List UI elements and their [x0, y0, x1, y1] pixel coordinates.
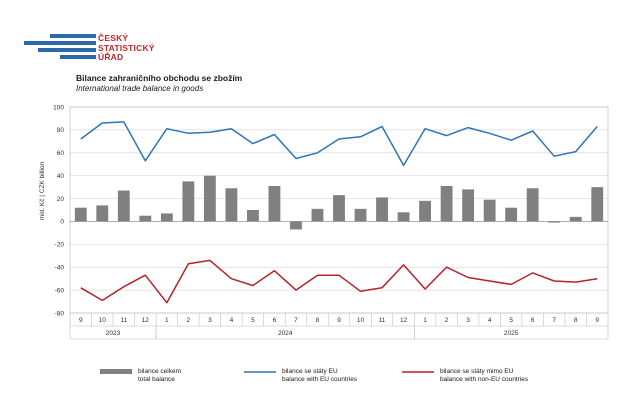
bar-total-balance [548, 221, 561, 223]
bar-total-balance [526, 188, 539, 222]
logo-text: ÚŘAD [98, 52, 124, 62]
x-tick-label: 3 [208, 317, 212, 324]
x-tick-label: 11 [379, 317, 386, 324]
bar-total-balance [311, 208, 324, 222]
bar-total-balance [397, 212, 410, 222]
bar-total-balance [354, 208, 367, 222]
bar-total-balance [74, 207, 87, 222]
bar-total-balance [483, 199, 496, 222]
y-tick-label: -40 [55, 265, 65, 272]
x-tick-label: 6 [273, 317, 277, 324]
y-tick-label: 80 [57, 127, 65, 134]
x-tick-label: 6 [531, 317, 535, 324]
y-tick-label: 100 [53, 104, 64, 111]
year-label: 2024 [278, 330, 293, 337]
line-eu-balance [80, 121, 598, 167]
x-tick-label: 4 [230, 317, 234, 324]
x-tick-label: 9 [337, 317, 341, 324]
legend-total-label: bilance celkem [138, 368, 181, 375]
year-label: 2025 [504, 330, 519, 337]
bar-total-balance [376, 197, 388, 222]
y-tick-label: -80 [55, 310, 65, 317]
legend-non-eu-label-en: balance with non-EU countries [440, 376, 529, 383]
x-tick-label: 10 [99, 317, 107, 324]
bar-total-balance [225, 188, 238, 222]
bar-total-balance [569, 216, 582, 222]
x-tick-label: 2 [445, 317, 449, 324]
logo-stripe [60, 55, 96, 59]
bar-total-balance [268, 185, 281, 222]
y-tick-label: 20 [57, 196, 65, 203]
bar-total-balance [117, 190, 130, 222]
x-tick-label: 8 [574, 317, 578, 324]
y-tick-label: -20 [55, 242, 65, 249]
bar-total-balance [440, 185, 453, 222]
x-tick-label: 7 [294, 317, 298, 324]
bar-total-balance [333, 195, 345, 222]
bar-total-balance [247, 210, 259, 222]
legend-eu-label: bilance se státy EU [282, 368, 338, 375]
legend-non-eu-label: bilance se státy mimo EU [440, 368, 514, 375]
x-tick-label: 2 [187, 317, 191, 324]
line-non-eu-balance [80, 259, 598, 304]
x-tick-label: 10 [357, 317, 365, 324]
legend-total-swatch [100, 369, 132, 374]
chart-subtitle: International trade balance in goods [76, 84, 204, 93]
x-tick-label: 12 [400, 317, 408, 324]
x-tick-label: 11 [120, 317, 127, 324]
x-tick-label: 3 [466, 317, 470, 324]
bar-total-balance [290, 221, 302, 230]
x-tick-label: 12 [142, 317, 150, 324]
bar-total-balance [203, 175, 216, 222]
y-tick-label: -60 [55, 287, 65, 294]
logo-text: STATISTICKÝ [98, 42, 155, 53]
legend-eu-label-en: balance with EU countries [282, 376, 358, 383]
x-tick-label: 9 [79, 317, 83, 324]
logo-stripe [38, 48, 96, 52]
x-tick-label: 5 [509, 317, 513, 324]
logo-text: ČESKÝ [98, 33, 129, 43]
legend-non-eu-swatch [402, 371, 434, 373]
plot-border [69, 106, 609, 314]
bar-total-balance [462, 189, 475, 222]
x-tick-label: 5 [251, 317, 255, 324]
y-tick-label: 60 [57, 150, 65, 157]
x-tick-label: 1 [165, 317, 169, 324]
y-tick-label: 0 [60, 219, 64, 226]
bar-total-balance [96, 205, 109, 222]
bar-total-balance [591, 187, 604, 222]
bar-total-balance [139, 215, 152, 222]
x-tick-label: 9 [595, 317, 599, 324]
chart-title: Bilance zahraničního obchodu se zbožím [76, 73, 243, 83]
x-tick-label: 4 [488, 317, 492, 324]
y-tick-label: 40 [57, 173, 65, 180]
bar-total-balance [505, 207, 518, 222]
czso-logo: ČESKÝ STATISTICKÝ ÚŘAD [24, 33, 155, 68]
bar-total-balance [419, 200, 431, 222]
y-axis-label: mld. Kč | CZK billion [39, 161, 46, 220]
bar-total-balance [160, 213, 173, 222]
legend-eu-swatch [244, 371, 276, 373]
logo-stripe [24, 41, 96, 45]
x-tick-label: 7 [552, 317, 556, 324]
x-tick-label: 8 [316, 317, 320, 324]
legend-total-label-en: total balance [138, 376, 175, 383]
logo-stripe [50, 34, 96, 38]
year-label: 2023 [106, 330, 121, 337]
x-tick-label: 1 [423, 317, 427, 324]
bar-total-balance [182, 181, 195, 222]
